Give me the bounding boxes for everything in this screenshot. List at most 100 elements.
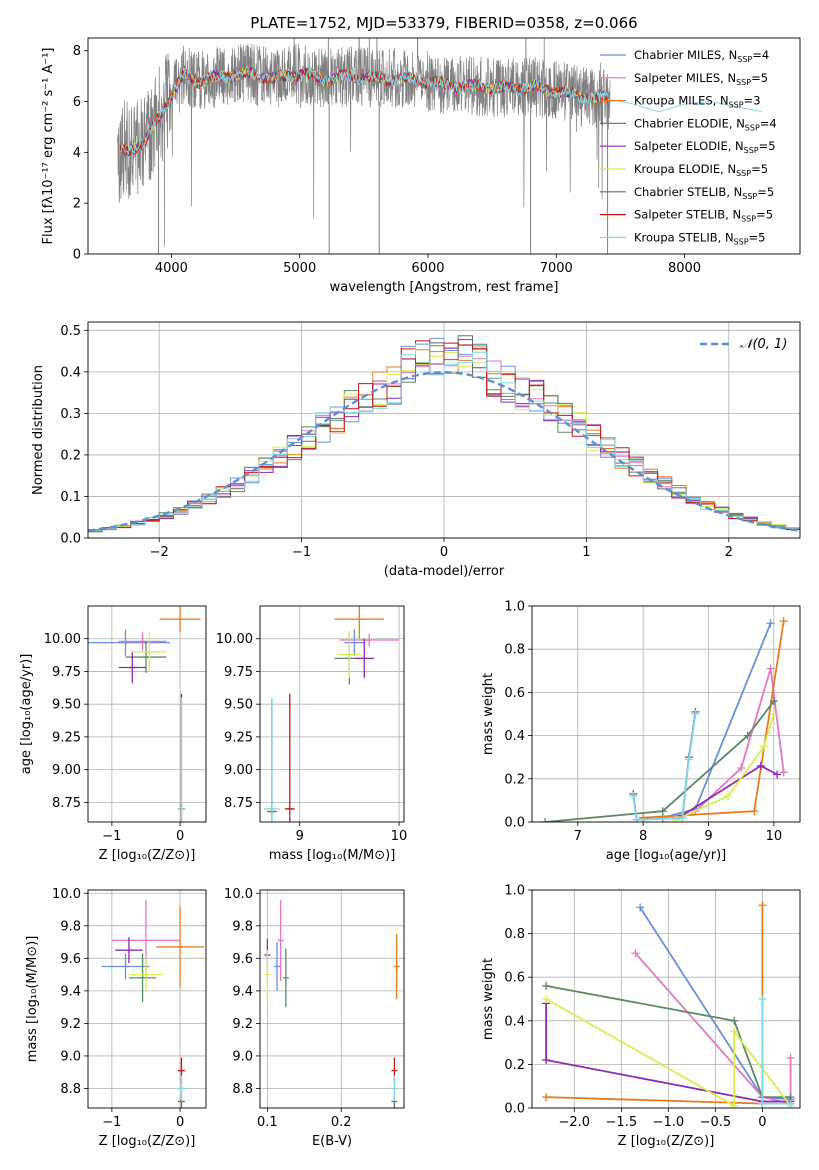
x-axis-label: (data-model)/error xyxy=(384,564,505,579)
legend-eq: = xyxy=(759,139,769,153)
legend-label: Salpeter STELIB, NSSP=5 xyxy=(634,208,773,224)
x-axis-label: mass [log₁₀(M/M⊙)] xyxy=(269,848,396,863)
errorbar-point xyxy=(159,606,201,633)
legend-sub: SSP xyxy=(745,123,760,132)
legend-model: Chabrier STELIB xyxy=(634,185,726,199)
y-axis-label: mass weight xyxy=(481,673,496,755)
legend-label: Salpeter ELODIE, NSSP=5 xyxy=(634,139,776,155)
weight-marker xyxy=(766,619,775,628)
panel-mass-vs-Z: −1 0 8.8 9.0 9.2 9.4 9.6 9.8 10.0 Z [log₁₀(Z/Z⊙)]… xyxy=(25,887,207,1149)
y-tick-label: 9.00 xyxy=(224,763,253,778)
x-tick-label: 5000 xyxy=(283,261,316,276)
weight-series xyxy=(671,664,788,822)
x-tick-label: 10 xyxy=(766,829,783,844)
y-tick-label: 9.6 xyxy=(60,952,81,967)
legend-label: Kroupa MILES, NSSP=3 xyxy=(634,94,761,110)
x-tick-label: 4000 xyxy=(155,261,188,276)
weight-marker xyxy=(636,903,645,912)
y-axis-label: Normed distribution xyxy=(31,365,46,495)
panel-weight-vs-Z: −2.0 −1.5 −1.0 −0.5 0 0.0 0.2 0.4 0.6 0.8 1.0 Z [lo… xyxy=(481,884,801,1149)
x-tick-label: 0 xyxy=(176,829,184,844)
x-axis-label: Z [log₁₀(Z/Z⊙)] xyxy=(99,848,196,863)
y-tick-label: 0.4 xyxy=(504,1014,525,1029)
x-tick-label: 0 xyxy=(176,1115,184,1130)
weight-marker xyxy=(658,807,667,816)
plot-area xyxy=(88,606,201,822)
errorbar-point xyxy=(178,697,185,822)
legend-eq: = xyxy=(751,162,761,176)
y-tick-label: 9.2 xyxy=(232,1017,253,1032)
errorbar-point xyxy=(178,1075,185,1102)
y-tick-label: 9.6 xyxy=(232,952,253,967)
legend-n: N xyxy=(735,139,744,153)
panel-residuals: −2 −1 0 1 2 0.0 0.1 0.2 0.3 0.4 0.5 (data-model)/er… xyxy=(31,321,801,579)
x-tick-label: 7 xyxy=(574,829,582,844)
weight-series xyxy=(542,981,795,1102)
axes-frame xyxy=(87,321,801,539)
x-tick-label: 0 xyxy=(758,1115,766,1130)
x-tick-label: −1.0 xyxy=(653,1115,685,1130)
weight-line xyxy=(632,713,697,821)
y-tick-label: 0.5 xyxy=(60,324,81,339)
y-tick-label: 10.0 xyxy=(52,887,81,902)
x-tick-label: 0 xyxy=(440,545,448,560)
normal-curve xyxy=(88,371,798,532)
errorbar-point xyxy=(339,633,400,647)
model-extension xyxy=(607,98,762,113)
y-axis-label: mass [log₁₀(M/M⊙)] xyxy=(25,936,40,1063)
weight-marker xyxy=(737,764,746,772)
weight-marker xyxy=(769,710,778,718)
gridlines xyxy=(260,606,404,822)
weight-line xyxy=(546,905,764,1105)
y-tick-label: 9.25 xyxy=(224,730,253,745)
legend-nssp: 4 xyxy=(769,116,776,130)
y-axis-label: mass weight xyxy=(481,958,496,1040)
legend-eq: = xyxy=(749,230,759,244)
y-tick-label: 9.0 xyxy=(232,1049,253,1064)
legend-nssp: 3 xyxy=(753,94,760,108)
weight-marker xyxy=(758,901,767,910)
weight-line xyxy=(675,713,775,821)
weight-marker xyxy=(743,731,752,740)
weight-marker xyxy=(769,697,778,706)
y-tick-label: 9.4 xyxy=(60,984,81,999)
axes-frame xyxy=(531,889,801,1109)
y-tick-label: 0.6 xyxy=(504,686,525,701)
axes-frame xyxy=(87,889,207,1109)
weight-marker xyxy=(541,818,550,822)
y-tick-label: 2 xyxy=(73,197,81,212)
errorbar-point xyxy=(88,629,170,656)
weight-series xyxy=(542,901,767,1108)
y-tick-label: 0.3 xyxy=(60,407,81,422)
legend-model: Salpeter ELODIE xyxy=(634,139,728,153)
errorbar-point xyxy=(128,953,157,1003)
legend-eq: = xyxy=(751,71,761,85)
axes-frame xyxy=(259,605,405,823)
weight-marker xyxy=(730,1016,739,1025)
y-tick-label: 6 xyxy=(73,95,81,110)
legend-eq: = xyxy=(760,116,770,130)
x-tick-label: 7000 xyxy=(540,261,573,276)
legend-nssp: 4 xyxy=(762,48,769,62)
axes-frame xyxy=(531,605,801,823)
x-tick-label: 0.1 xyxy=(257,1115,278,1130)
legend-label: Chabrier ELODIE, NSSP=4 xyxy=(634,116,777,132)
weight-marker xyxy=(542,1056,551,1065)
legend-n: N xyxy=(732,208,741,222)
legend-n: N xyxy=(736,116,745,130)
legend-n: N xyxy=(720,94,729,108)
plot-area xyxy=(101,899,204,1108)
errorbar-point xyxy=(337,630,362,678)
legend-n: N xyxy=(725,230,734,244)
legend-model: Kroupa MILES xyxy=(634,94,713,108)
errorbar-point xyxy=(344,629,365,656)
y-tick-label: 8 xyxy=(73,44,81,59)
legend-sub: SSP xyxy=(741,215,756,224)
errorbar-point xyxy=(277,899,284,982)
y-tick-label: 10.0 xyxy=(224,887,253,902)
legend-label: Kroupa ELODIE, NSSP=5 xyxy=(634,162,768,178)
plot-area xyxy=(117,38,762,254)
weight-line xyxy=(545,700,775,822)
errorbar-point xyxy=(391,1075,398,1102)
weight-series xyxy=(631,949,795,1108)
